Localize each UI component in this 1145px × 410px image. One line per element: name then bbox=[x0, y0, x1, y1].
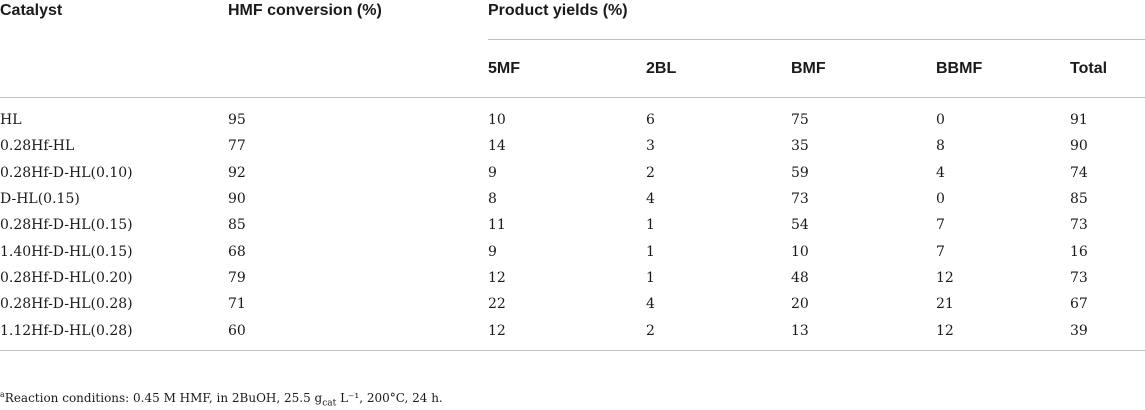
cell-total: 74 bbox=[1070, 164, 1088, 181]
cell-total: 67 bbox=[1070, 296, 1088, 313]
cell-bbmf: 12 bbox=[936, 269, 954, 286]
footnote-subscript: cat bbox=[322, 398, 337, 409]
cell-bbmf: 0 bbox=[936, 191, 945, 208]
table-row: 1.40Hf-D-HL(0.15) 68 9 1 10 7 16 bbox=[0, 238, 1145, 264]
cell-bbmf: 4 bbox=[936, 164, 945, 181]
cell-2bl: 3 bbox=[646, 138, 655, 155]
cell-bmf: 13 bbox=[791, 322, 809, 339]
cell-2bl: 2 bbox=[646, 322, 655, 339]
cell-2bl: 4 bbox=[646, 296, 655, 313]
cell-catalyst: 0.28Hf-D-HL(0.20) bbox=[0, 269, 133, 286]
header-product-yields: Product yields (%) bbox=[488, 0, 1145, 40]
cell-bmf: 73 bbox=[791, 191, 809, 208]
cell-bmf: 10 bbox=[791, 243, 809, 260]
cell-bmf: 35 bbox=[791, 138, 809, 155]
cell-total: 39 bbox=[1070, 322, 1088, 339]
cell-total: 91 bbox=[1070, 112, 1088, 129]
cell-conversion: 79 bbox=[228, 269, 246, 286]
header-2bl: 2BL bbox=[646, 59, 677, 77]
footnote-text-pre: Reaction conditions: 0.45 M HMF, in 2BuO… bbox=[4, 391, 323, 405]
cell-conversion: 85 bbox=[228, 217, 246, 234]
header-total: Total bbox=[1070, 59, 1108, 77]
table-header: Catalyst HMF conversion (%) Product yiel… bbox=[0, 0, 1145, 98]
header-catalyst: Catalyst bbox=[0, 2, 63, 19]
header-conversion: HMF conversion (%) bbox=[228, 2, 382, 19]
cell-5mf: 14 bbox=[488, 138, 506, 155]
results-table: Catalyst HMF conversion (%) Product yiel… bbox=[0, 0, 1145, 351]
cell-5mf: 9 bbox=[488, 164, 497, 181]
cell-bbmf: 0 bbox=[936, 112, 945, 129]
header-bmf: BMF bbox=[791, 59, 826, 77]
cell-bmf: 20 bbox=[791, 296, 809, 313]
header-row-top: Catalyst HMF conversion (%) Product yiel… bbox=[0, 0, 1145, 40]
cell-catalyst: 1.40Hf-D-HL(0.15) bbox=[0, 243, 133, 260]
cell-2bl: 1 bbox=[646, 269, 655, 286]
cell-2bl: 1 bbox=[646, 243, 655, 260]
cell-catalyst: 0.28Hf-D-HL(0.28) bbox=[0, 296, 133, 313]
cell-bbmf: 8 bbox=[936, 138, 945, 155]
footnote-mark: a bbox=[0, 390, 5, 399]
cell-bmf: 48 bbox=[791, 269, 809, 286]
cell-total: 90 bbox=[1070, 138, 1088, 155]
cell-bbmf: 12 bbox=[936, 322, 954, 339]
cell-catalyst: 1.12Hf-D-HL(0.28) bbox=[0, 322, 133, 339]
header-empty bbox=[0, 40, 228, 98]
cell-conversion: 90 bbox=[228, 191, 246, 208]
cell-2bl: 2 bbox=[646, 164, 655, 181]
cell-catalyst: 0.28Hf-D-HL(0.15) bbox=[0, 217, 133, 234]
cell-5mf: 10 bbox=[488, 112, 506, 129]
cell-total: 73 bbox=[1070, 269, 1088, 286]
table-row: 0.28Hf-D-HL(0.15) 85 11 1 54 7 73 bbox=[0, 212, 1145, 238]
cell-2bl: 6 bbox=[646, 112, 655, 129]
table-row: D-HL(0.15) 90 8 4 73 0 85 bbox=[0, 186, 1145, 212]
header-empty bbox=[228, 40, 488, 98]
cell-bmf: 75 bbox=[791, 112, 809, 129]
cell-catalyst: 0.28Hf-D-HL(0.10) bbox=[0, 164, 133, 181]
table-footnote: aReaction conditions: 0.45 M HMF, in 2Bu… bbox=[0, 390, 443, 408]
header-row-sub: 5MF 2BL BMF BBMF Total bbox=[0, 40, 1145, 98]
table-row: 1.12Hf-D-HL(0.28) 60 12 2 13 12 39 bbox=[0, 317, 1145, 351]
cell-5mf: 9 bbox=[488, 243, 497, 260]
cell-conversion: 60 bbox=[228, 322, 246, 339]
header-5mf: 5MF bbox=[488, 59, 520, 77]
cell-conversion: 92 bbox=[228, 164, 246, 181]
cell-conversion: 71 bbox=[228, 296, 246, 313]
table-row: HL 95 10 6 75 0 91 bbox=[0, 98, 1145, 134]
cell-2bl: 1 bbox=[646, 217, 655, 234]
cell-5mf: 12 bbox=[488, 269, 506, 286]
cell-total: 16 bbox=[1070, 243, 1088, 260]
cell-bmf: 54 bbox=[791, 217, 809, 234]
cell-5mf: 22 bbox=[488, 296, 506, 313]
cell-catalyst: 0.28Hf-HL bbox=[0, 138, 75, 155]
cell-conversion: 68 bbox=[228, 243, 246, 260]
cell-catalyst: D-HL(0.15) bbox=[0, 191, 80, 208]
cell-total: 85 bbox=[1070, 191, 1088, 208]
table-body: HL 95 10 6 75 0 91 0.28Hf-HL 77 14 3 35 8 90 0.28Hf-D-… bbox=[0, 98, 1145, 351]
cell-5mf: 11 bbox=[488, 217, 506, 234]
table-row: 0.28Hf-D-HL(0.28) 71 22 4 20 21 67 bbox=[0, 291, 1145, 317]
cell-catalyst: HL bbox=[0, 112, 22, 129]
footnote-text-post: L⁻¹, 200°C, 24 h. bbox=[336, 391, 443, 405]
cell-bbmf: 7 bbox=[936, 243, 945, 260]
header-bbmf: BBMF bbox=[936, 59, 983, 77]
table-row: 0.28Hf-HL 77 14 3 35 8 90 bbox=[0, 133, 1145, 159]
cell-5mf: 12 bbox=[488, 322, 506, 339]
cell-2bl: 4 bbox=[646, 191, 655, 208]
cell-5mf: 8 bbox=[488, 191, 497, 208]
table-row: 0.28Hf-D-HL(0.20) 79 12 1 48 12 73 bbox=[0, 265, 1145, 291]
cell-bmf: 59 bbox=[791, 164, 809, 181]
cell-bbmf: 21 bbox=[936, 296, 954, 313]
results-table-container: Catalyst HMF conversion (%) Product yiel… bbox=[0, 0, 1145, 351]
cell-total: 73 bbox=[1070, 217, 1088, 234]
cell-conversion: 95 bbox=[228, 112, 246, 129]
table-row: 0.28Hf-D-HL(0.10) 92 9 2 59 4 74 bbox=[0, 160, 1145, 186]
cell-conversion: 77 bbox=[228, 138, 246, 155]
cell-bbmf: 7 bbox=[936, 217, 945, 234]
